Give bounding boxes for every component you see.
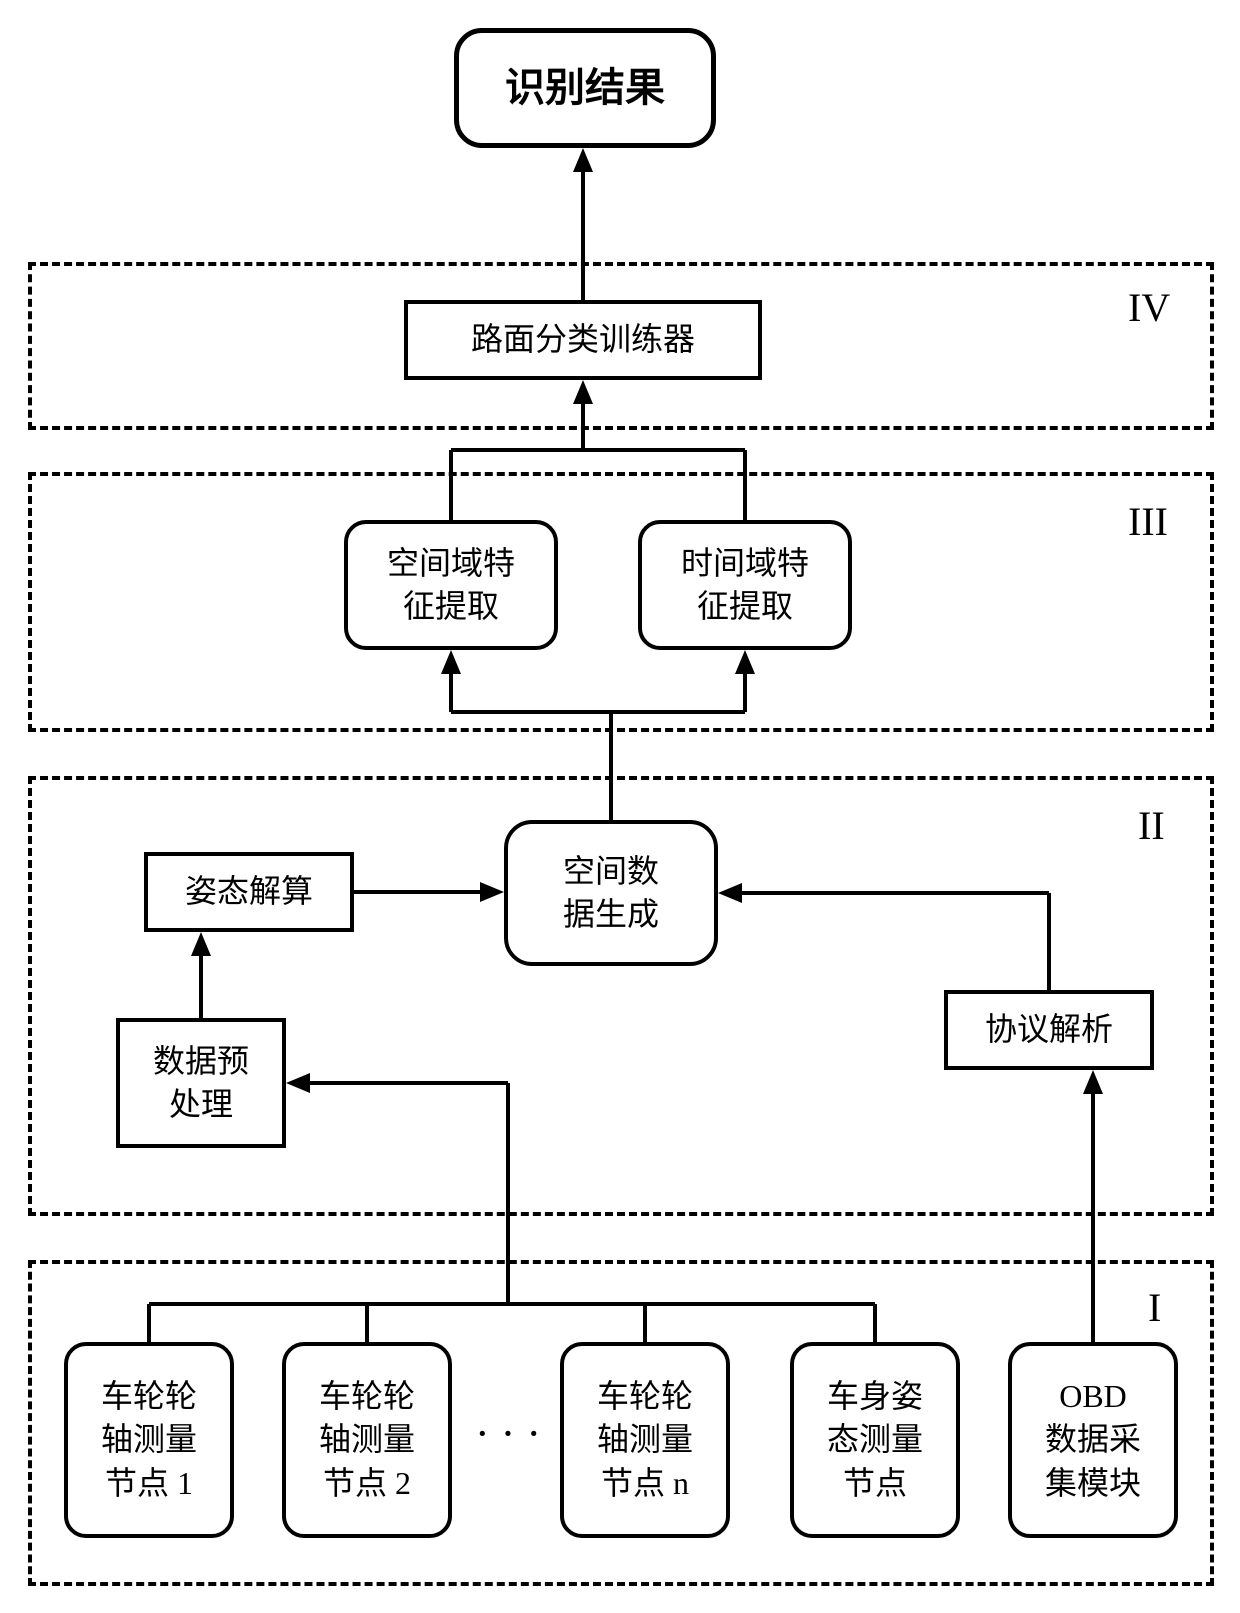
node-result: 识别结果 [454, 28, 716, 148]
region-label-III: III [1128, 498, 1168, 545]
node-spatial-feat: 空间域特 征提取 [344, 520, 558, 650]
region-label-II: II [1138, 802, 1165, 849]
node-spatial-gen: 空间数 据生成 [504, 820, 718, 966]
region-label-IV: IV [1128, 284, 1170, 331]
node-wheel-2: 车轮轮 轴测量 节点 2 [282, 1342, 452, 1538]
node-wheel-n: 车轮轮 轴测量 节点 n [560, 1342, 730, 1538]
node-protocol: 协议解析 [944, 990, 1154, 1070]
node-wheel-1: 车轮轮 轴测量 节点 1 [64, 1342, 234, 1538]
node-classifier: 路面分类训练器 [404, 300, 762, 380]
region-label-I: I [1148, 1284, 1161, 1331]
node-temporal-feat: 时间域特 征提取 [638, 520, 852, 650]
node-body-attitude: 车身姿 态测量 节点 [790, 1342, 960, 1538]
node-attitude: 姿态解算 [144, 852, 354, 932]
node-obd: OBD 数据采 集模块 [1008, 1342, 1178, 1538]
region-III [28, 472, 1214, 732]
dots-ellipsis: · · · [468, 1408, 548, 1460]
node-preproc: 数据预 处理 [116, 1018, 286, 1148]
diagram-canvas: I II III IV 识别结果 路面分类训练器 空间域特 征提取 时间域特 征… [0, 0, 1240, 1613]
